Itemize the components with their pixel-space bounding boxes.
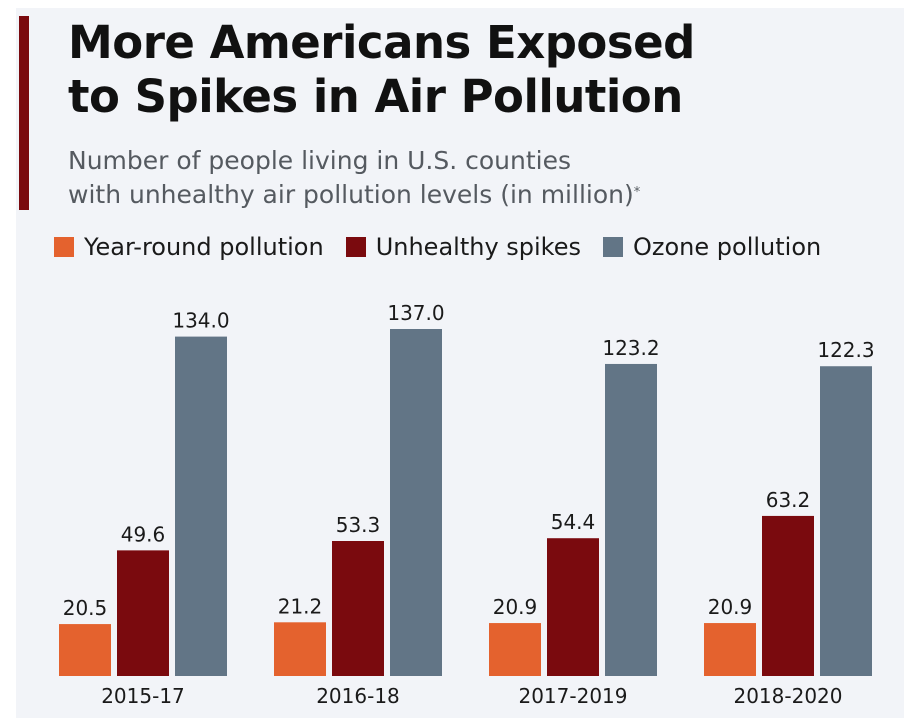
category-label-0: 2015-17 — [101, 684, 185, 708]
bar-year-round-2 — [489, 623, 541, 676]
data-label-year-round-2: 20.9 — [493, 595, 538, 619]
category-label-2: 2017-2019 — [518, 684, 627, 708]
bar-ozone-1 — [390, 329, 442, 676]
category-label-1: 2016-18 — [316, 684, 400, 708]
bar-spikes-0 — [117, 550, 169, 676]
category-label-3: 2018-2020 — [733, 684, 842, 708]
bar-ozone-0 — [175, 337, 227, 676]
data-label-spikes-1: 53.3 — [336, 513, 381, 537]
bar-year-round-0 — [59, 624, 111, 676]
data-label-ozone-2: 123.2 — [602, 336, 659, 360]
data-label-year-round-1: 21.2 — [278, 594, 323, 618]
data-label-spikes-3: 63.2 — [766, 488, 811, 512]
data-label-ozone-1: 137.0 — [387, 301, 444, 325]
data-label-year-round-3: 20.9 — [708, 595, 753, 619]
data-label-spikes-2: 54.4 — [551, 510, 596, 534]
bar-ozone-2 — [605, 364, 657, 676]
data-label-spikes-0: 49.6 — [121, 522, 166, 546]
bar-year-round-1 — [274, 622, 326, 676]
data-label-year-round-0: 20.5 — [63, 596, 108, 620]
bar-year-round-3 — [704, 623, 756, 676]
bar-ozone-3 — [820, 366, 872, 676]
bar-spikes-2 — [547, 538, 599, 676]
bar-spikes-1 — [332, 541, 384, 676]
bar-spikes-3 — [762, 516, 814, 676]
data-label-ozone-3: 122.3 — [817, 338, 874, 362]
data-label-ozone-0: 134.0 — [172, 309, 229, 333]
